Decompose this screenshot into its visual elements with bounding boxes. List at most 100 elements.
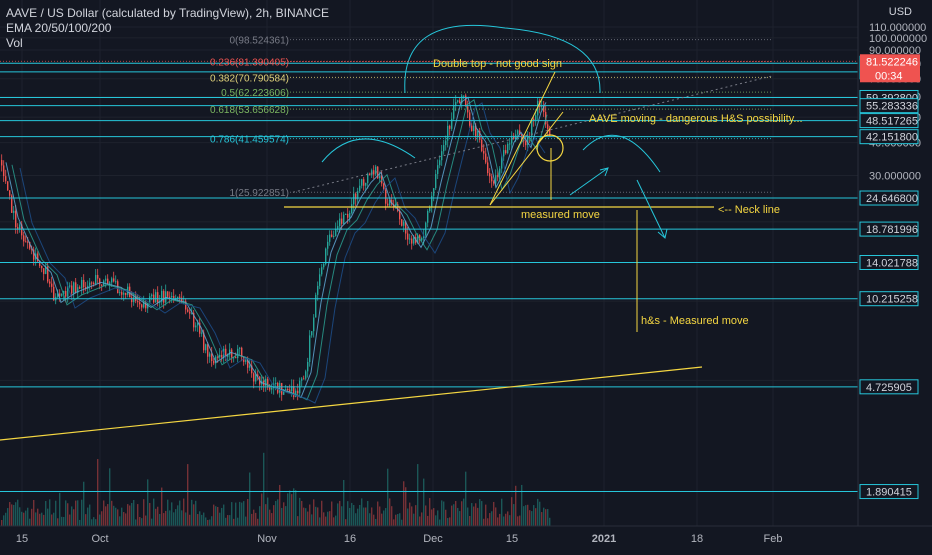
volume-bar [509,515,511,526]
level-price-tag[interactable] [859,190,919,206]
volume-bar [241,502,243,526]
volume-bar [195,500,197,526]
volume-bar [93,517,95,526]
currency-label[interactable]: USD [888,6,912,18]
candle-body [335,229,337,236]
candle-body [437,165,439,175]
volume-bar [235,502,237,526]
candle-body [171,295,173,298]
volume-bar [405,487,407,526]
candle-body [217,356,219,358]
candle-body [337,226,339,230]
candle-body [407,233,409,240]
level-price-tag[interactable] [859,254,919,270]
volume-bar [173,512,175,526]
volume-bar [225,517,227,526]
candle-body [489,173,491,177]
volume-bar [213,504,215,526]
candle-body [163,290,165,303]
candle-body [377,166,379,179]
candle-body [347,213,349,218]
volume-bar [43,514,45,526]
candle-body [493,181,495,184]
volume-indicator-label[interactable]: Vol [6,36,23,50]
volume-bar [355,513,357,526]
candle-body [323,264,325,268]
price-axis[interactable]: 110.000000100.00000090.00000080.00000070… [857,0,932,526]
level-price-tag[interactable] [859,98,919,114]
ema-indicator-label[interactable]: EMA 20/50/100/200 [6,21,112,35]
volume-bar [215,506,217,526]
volume-bar [401,519,403,526]
level-price-tag[interactable] [859,484,919,500]
symbol-title[interactable]: AAVE / US Dollar (calculated by TradingV… [6,6,330,20]
level-price-tag[interactable] [859,379,919,395]
volume-bar [159,514,161,526]
projection-arrow-down[interactable] [636,179,666,239]
long-term-trendline[interactable] [0,366,703,441]
volume-bar [545,509,547,526]
candle-body [431,195,433,207]
candle-body [495,175,497,184]
candle-body [61,293,63,296]
volume-bar [253,509,255,526]
ema-lines [5,96,548,404]
volume-bar [133,499,135,526]
volume-bar [211,516,213,526]
breakdown-circle[interactable] [536,134,564,162]
volume-bar [519,515,521,526]
volume-bar [147,479,149,526]
volume-bar [497,517,499,526]
volume-bar [537,498,539,526]
candle-body [289,389,291,392]
volume-bar [505,513,507,526]
candle-body [471,125,473,132]
volume-bar [121,507,123,526]
level-price-tag[interactable] [859,291,919,307]
volume-bar [539,501,541,526]
volume-bar [453,504,455,526]
candle-body [205,344,207,351]
candle-body [443,145,445,152]
candle-body [445,140,447,146]
candle-body [375,166,377,175]
candle-body [305,371,307,379]
volume-bar [493,501,495,526]
volume-bar [119,516,121,526]
candle-body [13,210,15,213]
level-price-tag-label: 24.646800 [866,193,918,205]
volume-bar [65,500,67,526]
current-price-tag[interactable] [860,54,920,83]
volume-bar [499,513,501,526]
candle-body [439,160,441,166]
time-axis-bg [0,526,932,550]
candle-body [177,296,179,299]
volume-bar [209,519,211,526]
level-price-tag[interactable] [859,113,919,129]
level-price-tag[interactable] [859,129,919,145]
time-axis[interactable]: 15 Oct Nov 16 Dec 15 2021 18 Feb [0,525,932,550]
volume-bar [29,518,31,526]
volume-bar [15,502,17,526]
volume-bar [333,517,335,526]
candle-body [139,302,141,305]
level-price-tag[interactable] [859,221,919,237]
candle-body [333,235,335,237]
candle-body [293,386,295,397]
candle-body [459,100,461,104]
candle-body [125,292,127,295]
candle-body [25,241,27,243]
volume-bar [379,506,381,526]
right-shoulder-arc[interactable] [582,134,661,173]
left-shoulder-arc[interactable] [321,138,416,163]
volume-bar [431,509,433,526]
candle-body [169,296,171,298]
volume-bar [273,505,275,526]
ema-100-line [19,102,546,404]
volume-bar [115,507,117,526]
projection-arrow-up[interactable] [569,167,609,196]
wedge-upper-line[interactable] [489,71,556,206]
wedge-lower-line[interactable] [489,111,564,206]
